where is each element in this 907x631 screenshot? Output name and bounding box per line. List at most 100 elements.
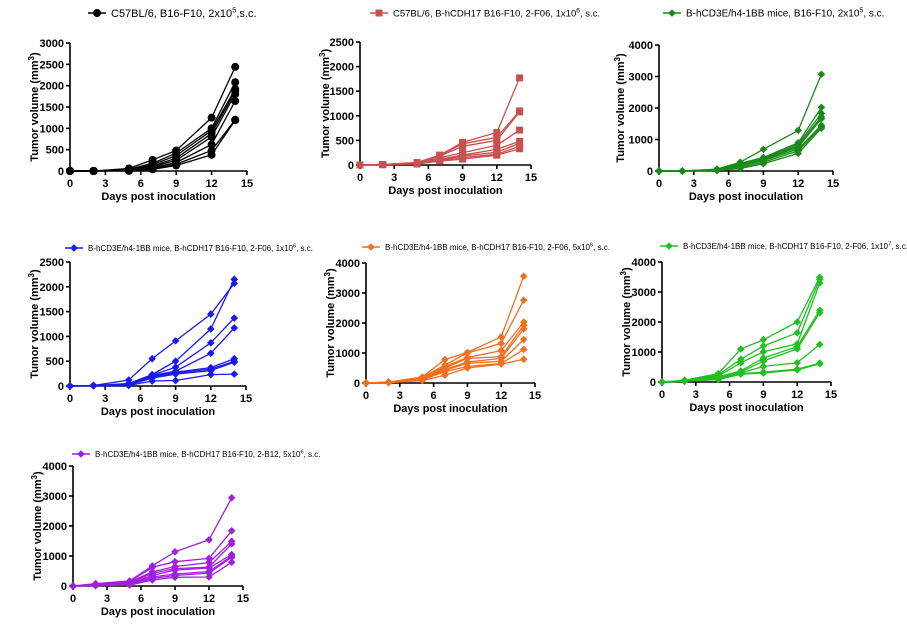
series-mouse-8: [362, 355, 528, 387]
x-tick-label: 0: [659, 389, 665, 401]
x-tick-label: 15: [241, 178, 253, 190]
legend-label: B-hCD3E/h4-1BB mice, B-hCDH17 B16-F10, 2…: [88, 244, 313, 253]
y-tick-label: 3000: [629, 72, 653, 84]
x-tick-label: 15: [525, 172, 537, 184]
data-point: [459, 142, 467, 150]
x-tick-label: 9: [464, 390, 470, 402]
y-tick-label: 2000: [336, 318, 360, 330]
x-tick-label: 12: [792, 178, 804, 190]
data-point: [231, 62, 240, 71]
x-tick-label: 9: [760, 389, 766, 401]
x-tick-label: 3: [102, 393, 108, 405]
y-tick-label: 0: [61, 581, 67, 593]
series-mouse-8: [66, 370, 239, 390]
y-tick-label: 500: [46, 356, 64, 368]
legend-marker-icon: [93, 9, 101, 17]
legend: B-hCD3E/h4-1BB mice, B-hCDH17 B16-F10, 2…: [65, 244, 313, 253]
y-tick-label: 3000: [43, 491, 67, 503]
legend-label: C57BL/6, B16-F10, 2x105,s.c.: [111, 6, 257, 20]
y-tick-label: 1000: [632, 347, 656, 359]
x-tick-label: 15: [825, 389, 837, 401]
x-tick-label: 6: [137, 393, 143, 405]
y-tick-label: 4000: [632, 257, 656, 269]
legend: B-hCD3E/h4-1BB mice, B-hCDH17 B16-F10, 2…: [362, 243, 610, 252]
y-tick-label: 4000: [43, 461, 67, 473]
series-mouse-1: [655, 70, 826, 175]
y-axis-title: Tumor volume (mm3): [27, 52, 41, 162]
y-tick-label: 500: [46, 145, 64, 157]
data-point: [493, 129, 501, 137]
y-tick-label: 2500: [40, 59, 64, 71]
x-tick-label: 9: [173, 178, 179, 190]
x-tick-label: 0: [70, 593, 76, 605]
data-point: [493, 141, 501, 149]
x-axis-title: Days post inoculation: [101, 406, 216, 418]
x-tick-label: 3: [693, 389, 699, 401]
data-point: [207, 150, 216, 159]
legend-label: C57BL/6, B-hCDH17 B16-F10, 2-F06, 1x106,…: [393, 8, 600, 20]
x-tick-label: 12: [203, 593, 215, 605]
x-tick-label: 0: [67, 178, 73, 190]
x-axis-title: Days post inoculation: [689, 191, 804, 203]
legend: B-hCD3E/h4-1BB mice, B-hCDH17 B16-F10, 2…: [660, 242, 907, 251]
data-point: [207, 113, 216, 122]
x-tick-label: 0: [67, 393, 73, 405]
data-point: [379, 161, 387, 169]
x-axis-title: Days post inoculation: [393, 403, 508, 415]
y-tick-label: 1500: [40, 307, 64, 319]
y-axis-title: Tumor volume (mm3): [613, 53, 627, 163]
legend: C57BL/6, B16-F10, 2x105,s.c.: [88, 6, 257, 20]
data-point: [436, 157, 444, 165]
y-tick-label: 2000: [43, 521, 67, 533]
x-tick-label: 3: [397, 390, 403, 402]
x-tick-label: 15: [237, 593, 249, 605]
x-tick-label: 12: [791, 389, 803, 401]
y-tick-label: 1500: [40, 102, 64, 114]
x-tick-label: 3: [104, 593, 110, 605]
legend: B-hCD3E/h4-1BB mice, B16-F10, 2x105, s.c…: [663, 8, 884, 20]
chart-1: 0 500 1000 1500 2000 2500 3000 0 3 6 9 12 15 Days pos…: [27, 6, 257, 203]
y-tick-label: 1000: [40, 331, 64, 343]
x-tick-label: 6: [138, 178, 144, 190]
y-tick-label: 1000: [629, 135, 653, 147]
data-point: [148, 165, 157, 174]
data-point: [516, 126, 524, 134]
data-point: [231, 116, 240, 125]
y-tick-label: 2500: [330, 37, 354, 49]
x-tick-label: 9: [460, 172, 466, 184]
y-tick-label: 1000: [330, 111, 354, 123]
data-point: [172, 161, 181, 170]
data-point: [207, 132, 216, 141]
x-tick-label: 6: [138, 593, 144, 605]
y-axis-title: Tumor volume (mm3): [30, 471, 44, 581]
x-tick-label: 9: [172, 593, 178, 605]
legend: B-hCD3E/h4-1BB mice, B-hCDH17 B16-F10, 2…: [72, 450, 320, 459]
data-point: [493, 151, 501, 159]
y-tick-label: 1000: [43, 551, 67, 563]
y-tick-label: 0: [348, 160, 354, 172]
x-tick-label: 12: [491, 172, 503, 184]
y-tick-label: 0: [354, 378, 360, 390]
series-mouse-8: [655, 124, 826, 175]
chart-7: 0 1000 2000 3000 4000 0 3 6 9 12 15 Days post inocu…: [30, 450, 320, 618]
y-axis-title: Tumor volume (mm3): [323, 268, 337, 378]
legend-label: B-hCD3E/h4-1BB mice, B-hCDH17 B16-F10, 2…: [385, 243, 610, 252]
x-axis-title: Days post inoculation: [101, 606, 216, 618]
data-point: [459, 155, 467, 163]
x-tick-label: 6: [431, 390, 437, 402]
data-point: [125, 166, 133, 175]
y-tick-label: 1000: [40, 123, 64, 135]
y-tick-label: 0: [58, 166, 64, 178]
x-axis-title: Days post inoculation: [388, 185, 503, 197]
data-point: [356, 161, 364, 169]
y-tick-label: 3000: [336, 288, 360, 300]
data-point: [66, 167, 74, 175]
y-tick-label: 2000: [629, 103, 653, 115]
data-point: [89, 167, 98, 175]
x-tick-label: 15: [240, 393, 252, 405]
y-tick-label: 1500: [330, 86, 354, 98]
y-tick-label: 2000: [330, 62, 354, 74]
y-axis-title: Tumor volume (mm3): [27, 269, 41, 379]
x-tick-label: 0: [357, 172, 363, 184]
